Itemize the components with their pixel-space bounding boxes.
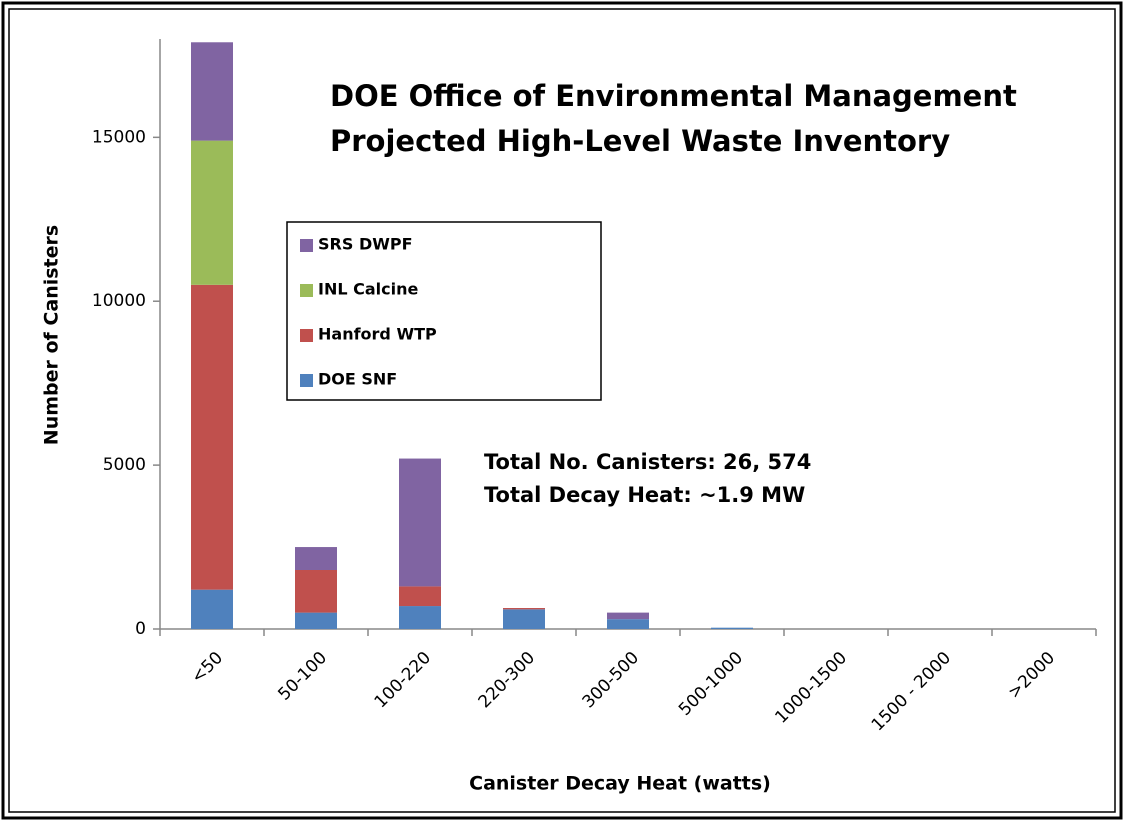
bar-segment [607,619,649,629]
bar-segment [191,589,233,629]
annotation: Total Decay Heat: ~1.9 MW [484,483,805,507]
x-tick-label: 1000-1500 [771,648,851,728]
x-tick-label: 50-100 [274,648,331,705]
inner-frame [8,8,1116,813]
legend-swatch [300,239,313,252]
x-axis-label: Canister Decay Heat (watts) [469,773,771,795]
bar-segment [399,606,441,629]
x-tick-label: 500-1000 [675,648,747,720]
legend-label: Hanford WTP [318,325,437,344]
y-tick-label: 5000 [103,455,146,475]
x-tick-label: 220-300 [475,648,539,712]
bar-segment [399,458,441,587]
y-tick-label: 0 [135,619,146,639]
x-tick-label: 100-220 [371,648,435,712]
chart-title: DOE Office of Environmental Management [330,79,1017,113]
y-axis-label: Number of Canisters [41,225,63,445]
legend [286,221,602,401]
bar-segment [191,140,233,285]
bar-segment [503,609,545,629]
y-tick-label: 10000 [92,291,146,311]
legend-label: INL Calcine [318,280,418,299]
bar-segment [295,570,337,613]
annotation: Total No. Canisters: 26, 574 [484,450,811,474]
legend-label: SRS DWPF [318,235,413,254]
bar-segment [191,284,233,590]
y-tick-label: 15000 [92,127,146,147]
legend-swatch [300,374,313,387]
bar-segment [503,608,545,610]
bar-segment [191,42,233,141]
bar-segment [711,627,753,629]
bar-segment [295,612,337,629]
x-tick-label: 300-500 [579,648,643,712]
x-tick-label: <50 [188,648,228,688]
bar-segment [295,547,337,570]
legend-swatch [300,329,313,342]
x-tick-label: 1500 - 2000 [868,648,955,735]
bar-segment [607,612,649,620]
bar-segment [399,586,441,607]
legend-swatch [300,284,313,297]
x-tick-label: >2000 [1004,648,1059,703]
legend-label: DOE SNF [318,370,397,389]
chart-title: Projected High-Level Waste Inventory [330,124,950,158]
